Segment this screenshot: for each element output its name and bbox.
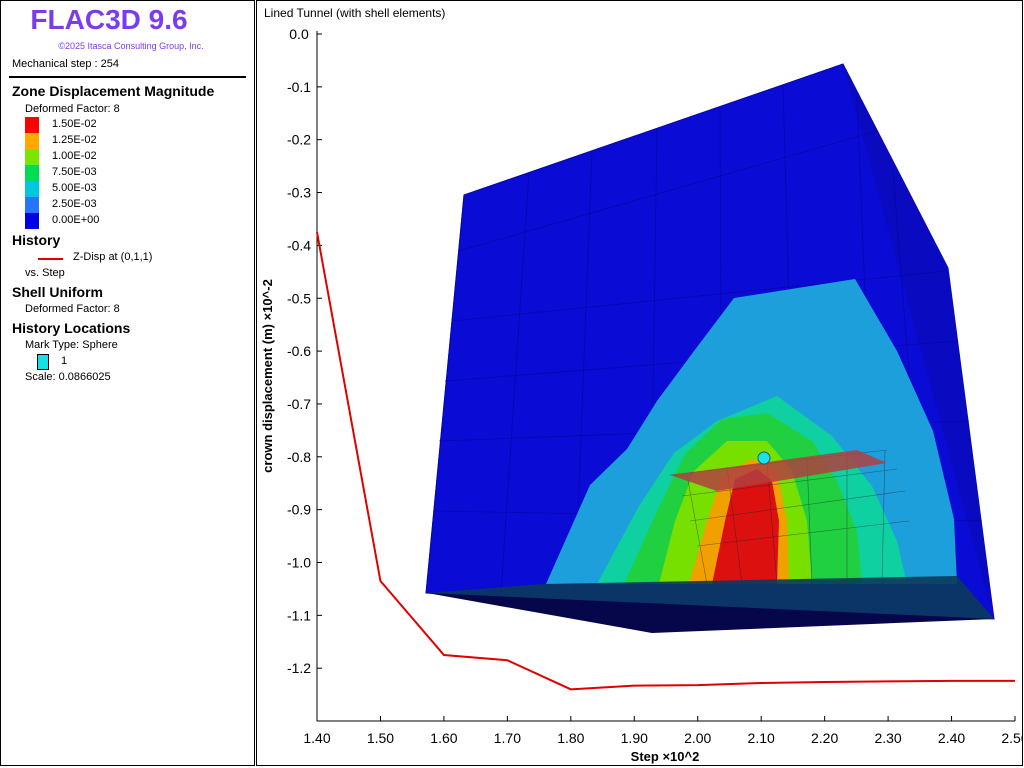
history-item: Z-Disp at (0,1,1): [73, 251, 153, 263]
app-title: FLAC3D 9.6: [30, 4, 188, 35]
x-tick-label: 2.20: [811, 730, 838, 746]
y-tick-label: -1.2: [287, 660, 311, 676]
zone-displacement-title: Zone Displacement Magnitude: [12, 83, 215, 99]
legend-swatch: [25, 213, 39, 229]
x-tick-label: 1.80: [557, 730, 584, 746]
y-tick-label: 0.0: [289, 26, 309, 42]
history-series-line: [316, 232, 1015, 691]
history-locations-title: History Locations: [12, 320, 131, 336]
y-tick-label: -0.1: [287, 79, 311, 95]
sphere-marker-icon: [37, 354, 49, 370]
y-tick-label: -0.4: [287, 237, 311, 253]
legend-label: 7.50E-03: [52, 166, 97, 178]
x-tick-label: 2.30: [874, 730, 901, 746]
x-axis-label: Step ×10^2: [631, 749, 700, 764]
y-tick-label: -0.2: [287, 132, 311, 148]
legend-swatch: [25, 133, 39, 149]
history-vs: vs. Step: [25, 267, 65, 279]
mechanical-step: Mechanical step : 254: [12, 58, 120, 70]
x-tick-label: 1.40: [303, 730, 330, 746]
y-tick-label: -1.1: [287, 607, 311, 623]
y-tick-label: -0.9: [287, 502, 311, 518]
mark-type: Mark Type: Sphere: [25, 339, 118, 351]
legend-label: 1.00E-02: [52, 150, 97, 162]
x-tick-label: 2.50: [1001, 730, 1023, 746]
legend-label: 2.50E-03: [52, 198, 97, 210]
x-tick-label: 1.60: [430, 730, 457, 746]
y-tick-label: -0.6: [287, 343, 311, 359]
legend-label: 0.00E+00: [52, 214, 100, 226]
y-axis-ticks: 0.0 -0.1 -0.2 -0.3 -0.4 -0.5 -0.6 -0.7 -0.8 -0.9 -…: [287, 26, 322, 676]
mark-label: 1: [61, 355, 68, 367]
y-tick-label: -0.7: [287, 396, 311, 412]
x-tick-label: 1.70: [494, 730, 521, 746]
copyright: ©2025 Itasca Consulting Group, Inc.: [58, 41, 204, 51]
separator: [9, 76, 246, 78]
history-title: History: [12, 232, 61, 248]
y-tick-label: -0.5: [287, 290, 311, 306]
y-tick-label: -0.8: [287, 449, 311, 465]
legend-label: 1.50E-02: [52, 118, 97, 130]
chart-axes: [316, 31, 1015, 722]
shell-title: Shell Uniform: [12, 284, 104, 300]
legend-label: 5.00E-03: [52, 182, 97, 194]
history-series: [316, 232, 1015, 691]
legend-label: 1.25E-02: [52, 134, 97, 146]
legend-swatch: [25, 197, 39, 213]
view-panel[interactable]: 1.40 1.50 1.60 1.70 1.80 1.90 2.00 2.10 2.20 2.30…: [256, 0, 1023, 766]
x-tick-label: 2.10: [748, 730, 775, 746]
plot-canvas[interactable]: 1.40 1.50 1.60 1.70 1.80 1.90 2.00 2.10 2.20 2.30…: [257, 1, 1023, 766]
legend-swatch: [25, 165, 39, 181]
legend-panel: FLAC3D 9.6 ©2025 Itasca Consulting Group…: [0, 0, 255, 766]
legend-swatch: [25, 149, 39, 165]
x-axis-ticks: 1.40 1.50 1.60 1.70 1.80 1.90 2.00 2.10 2.20 2.30…: [303, 716, 1023, 746]
x-tick-label: 1.90: [621, 730, 648, 746]
y-tick-label: -0.3: [287, 185, 311, 201]
legend-swatch: [25, 117, 39, 133]
tunnel-model-3d: [425, 63, 995, 633]
view-title: Lined Tunnel (with shell elements): [264, 6, 446, 20]
y-tick-label: -1.0: [287, 555, 311, 571]
y-axis-label: crown displacement (m) ×10^-2: [260, 279, 275, 473]
x-tick-label: 2.40: [938, 730, 965, 746]
shell-factor: Deformed Factor: 8: [25, 303, 120, 315]
x-tick-label: 2.00: [684, 730, 711, 746]
history-line-swatch: [38, 258, 63, 260]
x-tick-label: 1.50: [367, 730, 394, 746]
deformed-factor: Deformed Factor: 8: [25, 103, 120, 115]
scale-label: Scale: 0.0866025: [25, 371, 111, 383]
legend-swatch: [25, 181, 39, 197]
